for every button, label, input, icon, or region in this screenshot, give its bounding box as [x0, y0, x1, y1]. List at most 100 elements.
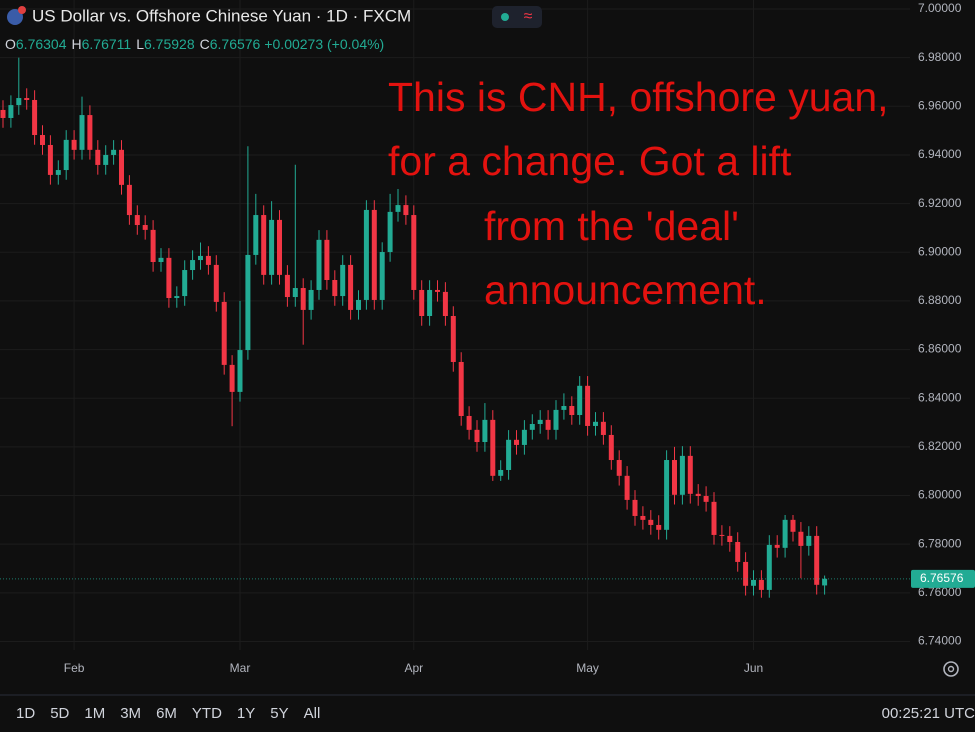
- y-tick-label: 6.82000: [918, 439, 962, 453]
- candle-body: [261, 215, 267, 275]
- settings-icon: [947, 665, 955, 673]
- range-button[interactable]: 5D: [50, 705, 69, 722]
- range-selector: 1D 5D 1M 3M 6M YTD 1Y 5Y All: [16, 705, 320, 722]
- candle-body: [166, 257, 172, 298]
- candle-body: [411, 215, 417, 290]
- candle-body: [537, 419, 543, 425]
- y-tick-label: 6.90000: [918, 244, 962, 258]
- candle-body: [205, 255, 211, 265]
- candle-body: [142, 225, 148, 230]
- x-tick-label: Mar: [230, 661, 251, 675]
- range-button[interactable]: 1D: [16, 705, 35, 722]
- ohlc-label: H: [72, 36, 82, 52]
- annotation-line: from the 'deal': [484, 203, 739, 249]
- candle-body: [340, 264, 346, 297]
- y-tick-label: 6.86000: [918, 342, 962, 356]
- candle-body: [474, 429, 480, 443]
- candle-body: [743, 561, 749, 586]
- candle-body: [213, 264, 219, 302]
- candle-body: [198, 255, 203, 261]
- candle-body: [103, 154, 109, 165]
- clock: 00:25:21 UTC: [882, 705, 975, 722]
- candle-body: [0, 109, 6, 118]
- candle-body: [95, 149, 101, 165]
- y-tick-label: 6.78000: [918, 536, 962, 550]
- candle-body: [229, 364, 235, 392]
- candle-body: [632, 499, 638, 516]
- candle-body: [292, 288, 298, 298]
- status-icon: ≈: [524, 8, 533, 25]
- candle-body: [348, 264, 354, 310]
- candle-body: [277, 219, 282, 275]
- candle-body: [111, 149, 117, 155]
- candle-body: [150, 229, 156, 262]
- candle-body: [608, 434, 614, 461]
- candle-body: [8, 105, 14, 118]
- candle-body: [553, 409, 559, 430]
- candle-body: [758, 579, 764, 590]
- candle-body: [529, 424, 535, 430]
- status-pill[interactable]: [492, 6, 542, 28]
- candle-body: [134, 215, 140, 226]
- range-button[interactable]: 3M: [120, 705, 141, 722]
- candle-body: [182, 270, 188, 297]
- candle-body: [577, 385, 583, 416]
- candle-body: [703, 496, 709, 502]
- range-button[interactable]: 1M: [84, 705, 105, 722]
- candle-body: [316, 239, 322, 290]
- candle-body: [308, 289, 314, 310]
- candle-body: [569, 406, 575, 416]
- candle-body: [616, 460, 622, 476]
- candle-body: [221, 301, 227, 365]
- y-tick-label: 6.76000: [918, 585, 962, 599]
- candle-body: [63, 139, 69, 171]
- candle-body: [55, 170, 61, 175]
- y-tick-label: 6.84000: [918, 390, 962, 404]
- ohlc-label: C: [200, 36, 210, 52]
- annotation-line: This is CNH, offshore yuan,: [388, 74, 889, 120]
- candle-body: [324, 239, 330, 280]
- range-button[interactable]: All: [304, 705, 321, 722]
- ohlc-legend: O6.76304 H6.76711 L6.75928 C6.76576 +0.00273…: [5, 36, 384, 52]
- candle-body: [514, 439, 519, 445]
- candle-body: [521, 429, 527, 445]
- close-value: 6.76576: [210, 36, 261, 52]
- ohlc-label: O: [5, 36, 16, 52]
- candle-body: [442, 291, 448, 316]
- candle-body: [640, 515, 646, 520]
- candle-body: [395, 205, 401, 212]
- candle-body: [458, 361, 464, 416]
- candle-body: [119, 149, 124, 185]
- symbol-flag-badge: [18, 6, 26, 14]
- candle-body: [806, 535, 812, 546]
- range-button[interactable]: 5Y: [270, 705, 288, 722]
- x-tick-label: Feb: [64, 661, 85, 675]
- candle-body: [419, 289, 425, 316]
- y-tick-label: 6.92000: [918, 196, 962, 210]
- range-button[interactable]: 1Y: [237, 705, 255, 722]
- candle-body: [126, 184, 132, 216]
- candles: [0, 57, 910, 598]
- candle-body: [490, 419, 496, 476]
- candle-body: [253, 215, 259, 255]
- candle-body: [735, 541, 741, 562]
- candle-body: [782, 519, 788, 548]
- ohlc-label: L: [136, 36, 144, 52]
- candle-body: [32, 99, 38, 136]
- candle-body: [814, 535, 820, 585]
- market-status: [501, 13, 509, 21]
- y-tick-label: 6.94000: [918, 147, 962, 161]
- range-button[interactable]: 6M: [156, 705, 177, 722]
- settings-button[interactable]: [943, 661, 959, 677]
- candle-body: [648, 519, 654, 525]
- candle-body: [79, 115, 85, 150]
- candle-body: [545, 419, 551, 430]
- annotation-line: for a change. Got a lift: [388, 138, 792, 184]
- candle-body: [237, 350, 243, 392]
- candle-body: [695, 493, 701, 497]
- range-button[interactable]: YTD: [192, 705, 222, 722]
- candle-body: [190, 260, 196, 271]
- candle-body: [87, 115, 93, 150]
- y-tick-label: 6.80000: [918, 488, 962, 502]
- change-value: +0.00273 (+0.04%): [264, 36, 384, 52]
